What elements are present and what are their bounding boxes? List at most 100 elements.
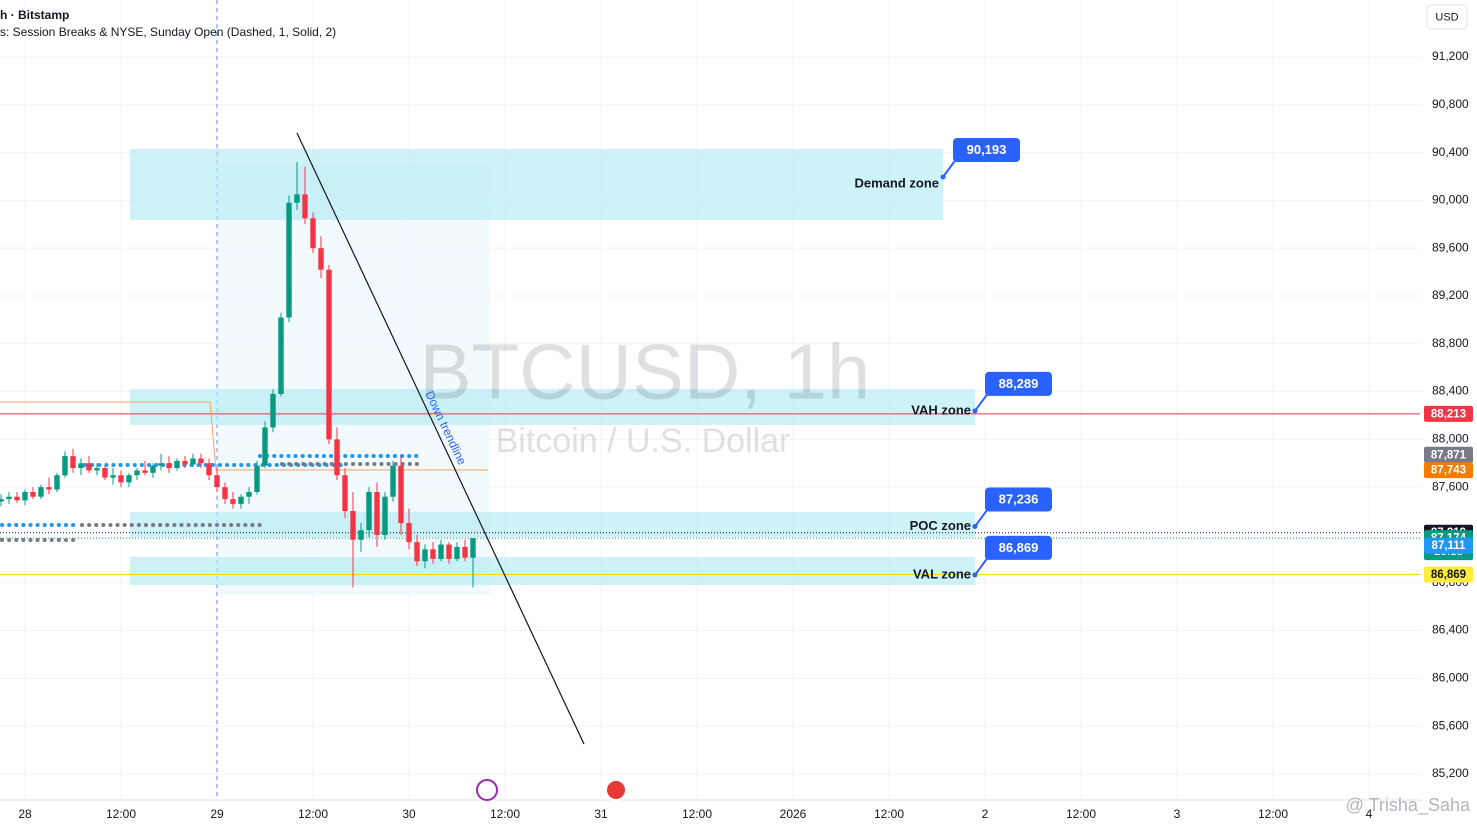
- candle-body: [38, 487, 44, 497]
- y-tick-label: 90,400: [1432, 145, 1469, 159]
- watermark-subtitle: Bitcoin / U.S. Dollar: [496, 422, 791, 460]
- x-tick-label: 30: [402, 807, 416, 821]
- candle-body: [286, 202, 292, 318]
- x-tick-label: 31: [594, 807, 608, 821]
- candle-body: [190, 458, 196, 465]
- callout-box: [985, 487, 1052, 512]
- candle-body: [382, 496, 388, 535]
- y-tick-label: 90,800: [1432, 97, 1469, 111]
- candle-body: [158, 463, 164, 466]
- candle-body: [278, 317, 284, 394]
- callout-label: 88,289: [999, 376, 1039, 391]
- candle-body: [62, 456, 68, 476]
- y-tick-label: 88,800: [1432, 336, 1469, 350]
- candle-body: [118, 475, 124, 483]
- chart-title: h · Bitstamp: [0, 8, 69, 22]
- x-tick-label: 12:00: [874, 807, 904, 821]
- event-icon[interactable]: [605, 779, 627, 801]
- candle-body: [326, 269, 332, 440]
- y-tick-label: 88,000: [1432, 432, 1469, 446]
- candle-body: [302, 194, 308, 219]
- callout-label: 87,236: [999, 491, 1039, 506]
- y-tick-label: 86,000: [1432, 671, 1469, 685]
- y-tick-label: 85,200: [1432, 766, 1469, 780]
- candle-body: [446, 544, 452, 559]
- candle-body: [470, 538, 476, 558]
- candle-body: [182, 460, 188, 465]
- candle-body: [46, 487, 52, 490]
- price-marker: [1424, 462, 1473, 479]
- candle-body: [270, 393, 276, 428]
- price-marker-label: 87,871: [1431, 449, 1467, 461]
- candle-body: [358, 530, 364, 540]
- y-tick-label: 90,000: [1432, 193, 1469, 207]
- price-marker: [1424, 566, 1473, 583]
- candle-body: [94, 468, 100, 471]
- candle-body: [334, 439, 340, 476]
- x-tick-label: 28: [18, 807, 32, 821]
- candle-body: [206, 463, 212, 476]
- candle-body: [310, 218, 316, 249]
- candle-body: [398, 465, 404, 524]
- candle-body: [374, 491, 380, 535]
- axes: 91,200 90,800 90,400 90,000 89,600 89,200 88,8…: [18, 49, 1473, 821]
- y-tick-label: 86,400: [1432, 623, 1469, 637]
- candle-body: [366, 491, 372, 531]
- y-tick-label: 88,400: [1432, 384, 1469, 398]
- event-icon[interactable]: [476, 779, 498, 801]
- zone-label: Demand zone: [854, 175, 939, 190]
- candle-body: [54, 475, 60, 490]
- x-tick-label: 12:00: [1258, 807, 1288, 821]
- candle-body: [30, 491, 36, 497]
- candle-body: [422, 549, 428, 562]
- zone: [130, 149, 943, 220]
- candle-body: [102, 468, 108, 478]
- candle-body: [406, 523, 412, 543]
- callouts: Demand zone 90,193 VAH zone 88,289 POC zone 8…: [854, 138, 1052, 581]
- callout-anchor: [972, 408, 978, 414]
- x-tick-label: 12:00: [106, 807, 136, 821]
- candles: [0, 162, 476, 588]
- candle-body: [342, 475, 348, 512]
- candle-body: [6, 496, 12, 500]
- candle-body: [438, 544, 444, 559]
- candle-body: [294, 194, 300, 203]
- x-tick-label: 12:00: [682, 807, 712, 821]
- callout-anchor: [972, 572, 978, 578]
- trendline: [296, 132, 585, 745]
- candle-body: [222, 487, 228, 500]
- zone: [130, 556, 975, 585]
- x-tick-label: 12:00: [1066, 807, 1096, 821]
- candle-body: [14, 496, 20, 501]
- candle-body: [0, 499, 4, 502]
- candle-body: [462, 546, 468, 558]
- levels: [0, 413, 1420, 576]
- candle-body: [414, 542, 420, 562]
- x-tick-label: 2: [982, 807, 989, 821]
- price-marker: [1424, 446, 1473, 463]
- candle-body: [78, 463, 84, 469]
- candle-body: [70, 456, 76, 469]
- y-tick-label: 91,200: [1432, 49, 1469, 63]
- price-marker-label: 88,213: [1431, 408, 1466, 420]
- candle-body: [198, 458, 204, 464]
- callout-box: [985, 371, 1052, 396]
- price-marker: [1424, 537, 1473, 554]
- x-tick-label: 12:00: [490, 807, 520, 821]
- candle-body: [262, 427, 268, 466]
- candle-body: [150, 465, 156, 473]
- currency-box[interactable]: [1426, 4, 1468, 30]
- x-tick-label: 29: [210, 807, 224, 821]
- candle-body: [230, 499, 236, 504]
- chart-subtitle: s: Session Breaks & NYSE, Sunday Open (D…: [0, 25, 336, 39]
- candle-body: [126, 475, 132, 483]
- candle-body: [318, 248, 324, 270]
- price-marker-label: 86,869: [1431, 569, 1466, 581]
- x-tick-label: 4: [1366, 807, 1373, 821]
- zone-label: VAL zone: [913, 566, 971, 581]
- zone-label: VAH zone: [911, 402, 971, 417]
- price-marker-label: 87,743: [1431, 465, 1466, 477]
- currency: USD: [1435, 11, 1458, 23]
- callout-anchor: [940, 174, 946, 180]
